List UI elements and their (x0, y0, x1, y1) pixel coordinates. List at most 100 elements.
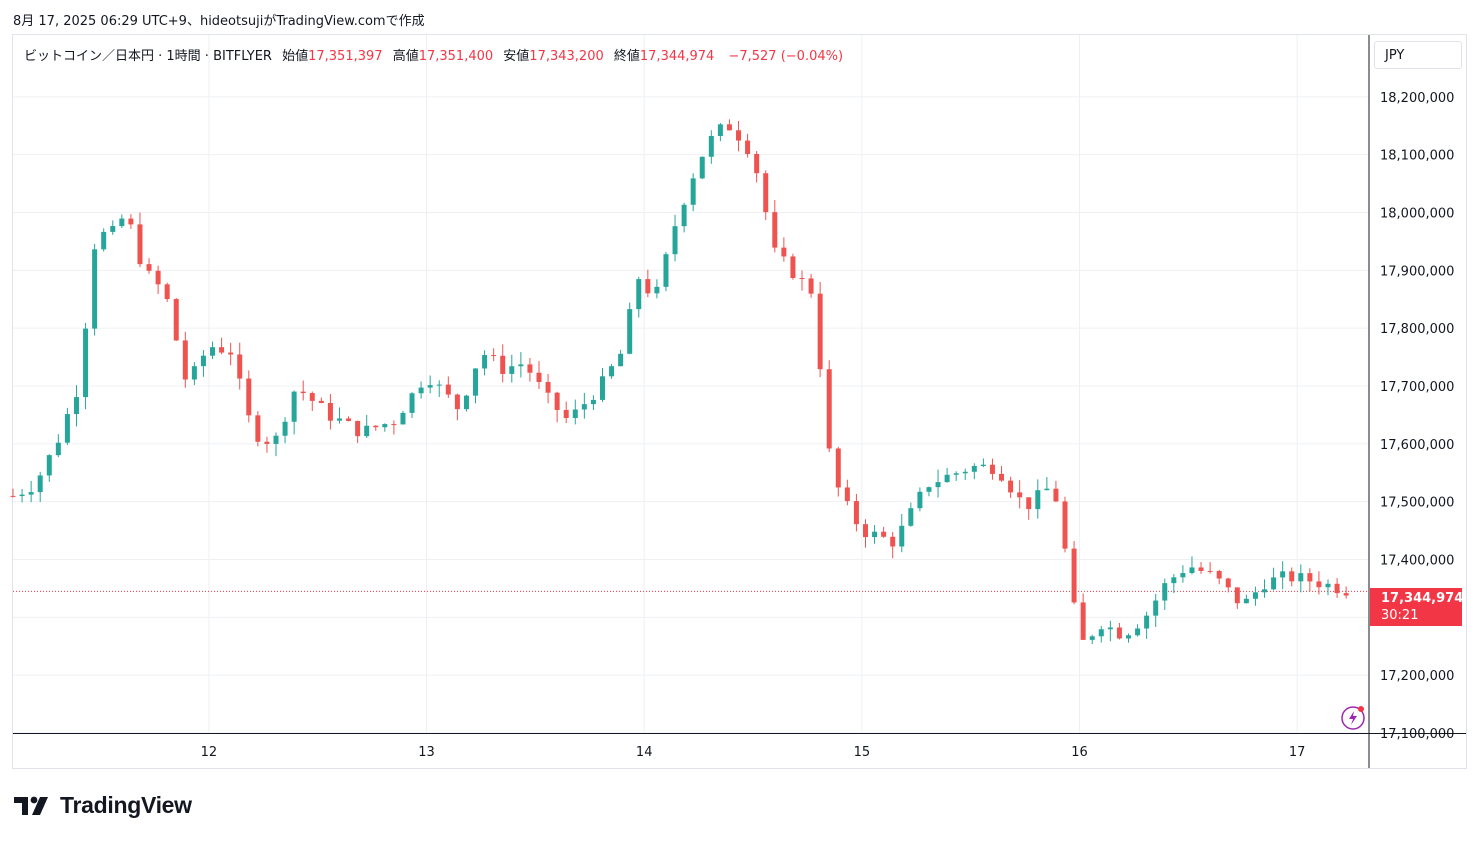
brand-name: TradingView (60, 792, 192, 818)
candle (518, 352, 524, 378)
candle (491, 348, 497, 362)
candle-body (173, 299, 179, 341)
candle-body (1298, 573, 1304, 582)
high-value: 17,351,400 (418, 49, 494, 64)
candle (844, 479, 850, 506)
candle (500, 344, 506, 383)
candle-body (1207, 570, 1213, 572)
candle-body (1053, 488, 1059, 502)
open-label: 始値 (282, 49, 309, 64)
candle (92, 244, 98, 336)
candle-body (1234, 587, 1240, 604)
y-tick-label: 17,700,000 (1380, 380, 1454, 395)
close-value: 17,344,974 (639, 49, 715, 64)
candle-body (1144, 615, 1150, 629)
y-tick-label: 17,500,000 (1380, 496, 1454, 511)
candle-body (953, 473, 959, 475)
y-tick-label: 17,800,000 (1380, 322, 1454, 337)
candle-body (346, 418, 352, 421)
candle-body (101, 231, 107, 250)
candle-body (690, 178, 696, 205)
candle (309, 391, 315, 411)
candle (73, 385, 79, 427)
candle-body (581, 404, 587, 410)
candle (736, 121, 742, 152)
candle-body (944, 474, 950, 483)
candle-body (473, 368, 479, 396)
candle-body (745, 140, 751, 154)
candle (654, 279, 660, 299)
candle (808, 273, 814, 298)
candle (1252, 586, 1258, 606)
candle-body (327, 402, 333, 421)
candle (101, 228, 107, 252)
candle (1316, 571, 1322, 595)
candle (717, 122, 723, 142)
candle (1198, 562, 1204, 574)
currency-button[interactable]: JPY (1374, 41, 1462, 69)
candle-body (1080, 602, 1086, 640)
candle (128, 214, 134, 229)
candle-body (1026, 497, 1032, 510)
candle-body (491, 355, 497, 357)
candle-body (246, 378, 252, 416)
candle-body (400, 412, 406, 425)
candle-body (210, 347, 216, 356)
candle-body (1280, 571, 1286, 578)
candle (627, 302, 633, 355)
candle-body (717, 124, 723, 137)
candle (1107, 620, 1113, 642)
candle-body (355, 420, 361, 437)
candle (1125, 633, 1131, 643)
candle-body (980, 464, 986, 467)
candle (119, 214, 125, 229)
x-tick-label: 16 (1071, 745, 1088, 760)
candle (590, 395, 596, 411)
candle-body (1162, 583, 1168, 601)
candle-body (1225, 578, 1231, 588)
candle-body (509, 366, 515, 374)
candle (1044, 477, 1050, 491)
candle (572, 399, 578, 425)
candle-body (391, 424, 397, 426)
x-tick-label: 12 (201, 745, 218, 760)
candle (935, 469, 941, 498)
candle-body (482, 355, 488, 369)
chart-panel[interactable] (12, 34, 1467, 769)
candle (953, 471, 959, 481)
candle (527, 358, 533, 382)
candle (346, 416, 352, 422)
candle-body (300, 391, 306, 394)
candle-body (10, 495, 16, 497)
candle-body (73, 397, 79, 415)
candle-body (1343, 593, 1349, 596)
lightning-bolt-icon[interactable] (1340, 704, 1368, 732)
candle-body (1135, 628, 1141, 636)
candle (899, 514, 905, 553)
candle (1225, 577, 1231, 593)
candle-body (28, 492, 34, 495)
candle-body (1334, 583, 1340, 594)
candle-body (872, 531, 878, 538)
candle-body (736, 130, 742, 141)
candle (482, 350, 488, 376)
x-tick-label: 17 (1289, 745, 1306, 760)
candle-body (1252, 592, 1258, 599)
tradingview-logo[interactable]: TradingView (14, 792, 192, 819)
candle-body (518, 364, 524, 367)
candle (618, 349, 624, 367)
candle-body (1089, 636, 1095, 640)
candle-body (681, 204, 687, 227)
candle-body (627, 309, 633, 354)
candle (509, 354, 515, 383)
high-label: 高値 (392, 49, 419, 64)
candle-body (699, 156, 705, 179)
candle (980, 458, 986, 468)
symbol-label[interactable]: ビットコイン／日本円 · 1時間 · BITFLYER (24, 49, 272, 64)
candle (1180, 565, 1186, 583)
candle-body (1071, 548, 1077, 603)
candle-body (1271, 577, 1277, 590)
candle-body (1289, 571, 1295, 582)
candle-body (1107, 627, 1113, 630)
